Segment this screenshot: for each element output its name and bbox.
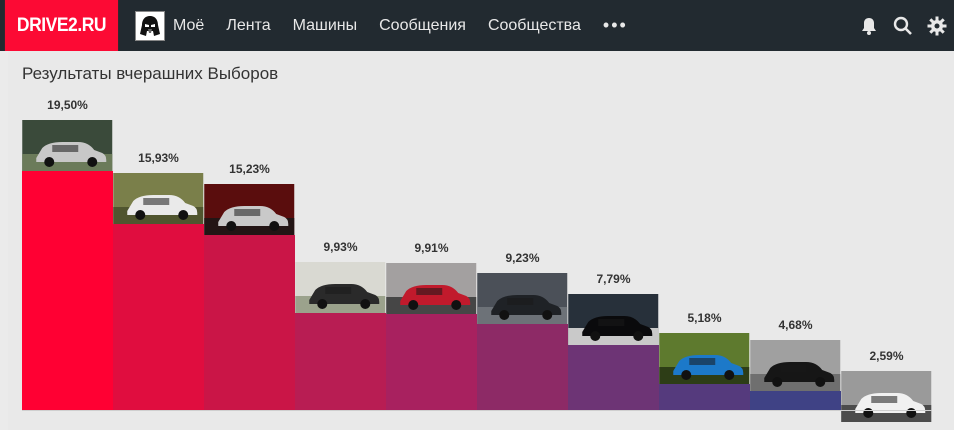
- car-photo-thumbnail[interactable]: [568, 294, 659, 346]
- car-photo-thumbnail[interactable]: [659, 332, 750, 384]
- header-actions: [852, 0, 954, 51]
- poll-bar-percent-label: 9,91%: [414, 240, 449, 255]
- poll-bar-fill: [568, 345, 659, 410]
- search-icon[interactable]: [886, 0, 920, 51]
- poll-bar-percent-label: 7,79%: [596, 272, 631, 287]
- poll-bar-fill: [22, 171, 113, 410]
- bell-icon[interactable]: [852, 0, 886, 51]
- poll-bar-fill: [386, 313, 477, 410]
- poll-bar-fill: [295, 313, 386, 410]
- main-nav: Моё Лента Машины Сообщения Сообщества ••…: [173, 0, 628, 51]
- car-photo-thumbnail[interactable]: [477, 272, 568, 324]
- car-photo-thumbnail[interactable]: [113, 173, 204, 225]
- poll-bar-percent-label: 9,93%: [323, 240, 358, 255]
- poll-bar-fill: [477, 323, 568, 410]
- car-photo-thumbnail[interactable]: [386, 262, 477, 314]
- car-photo-thumbnail[interactable]: [22, 120, 113, 171]
- poll-bar-fill: [659, 383, 750, 410]
- poll-bar-percent-label: 4,68%: [778, 318, 813, 333]
- darth-vader-avatar-icon[interactable]: [135, 10, 165, 41]
- poll-bar-percent-label: 2,59%: [869, 349, 904, 364]
- poll-bar-percent-label: 5,18%: [687, 310, 722, 325]
- poll-bar-percent-label: 9,23%: [505, 250, 540, 265]
- poll-bar-fill: [204, 234, 295, 410]
- chart-baseline: [22, 410, 932, 411]
- nav-item-mashiny[interactable]: Машины: [292, 16, 358, 34]
- car-photo-thumbnail[interactable]: [750, 340, 841, 392]
- poll-bar-percent-label: 19,50%: [47, 98, 88, 112]
- poll-bar-percent-label: 15,23%: [229, 161, 270, 176]
- car-photo-thumbnail[interactable]: [295, 262, 386, 314]
- car-photo-thumbnail[interactable]: [204, 183, 295, 235]
- site-logo[interactable]: DRIVE2.RU: [4, 0, 119, 51]
- car-photo-thumbnail[interactable]: [841, 371, 932, 423]
- gear-icon[interactable]: [920, 0, 954, 51]
- poll-title: Результаты вчерашних Выборов: [22, 64, 279, 83]
- poll-bar-fill: [750, 391, 841, 410]
- more-menu-button[interactable]: •••: [602, 15, 628, 35]
- nav-item-lenta[interactable]: Лента: [226, 16, 271, 34]
- nav-item-moe[interactable]: Моё: [173, 16, 205, 34]
- poll-bar-fill: [113, 224, 204, 410]
- top-navigation-bar: DRIVE2.RU Моё Лента Машины Сообщения Соо…: [0, 0, 954, 51]
- poll-results-panel: Результаты вчерашних Выборов 19,50% 15,93…: [8, 51, 954, 430]
- nav-item-soobshcheniya[interactable]: Сообщения: [379, 16, 466, 34]
- nav-item-soobshchestva[interactable]: Сообщества: [487, 16, 581, 34]
- poll-bar-percent-label: 15,93%: [138, 151, 179, 166]
